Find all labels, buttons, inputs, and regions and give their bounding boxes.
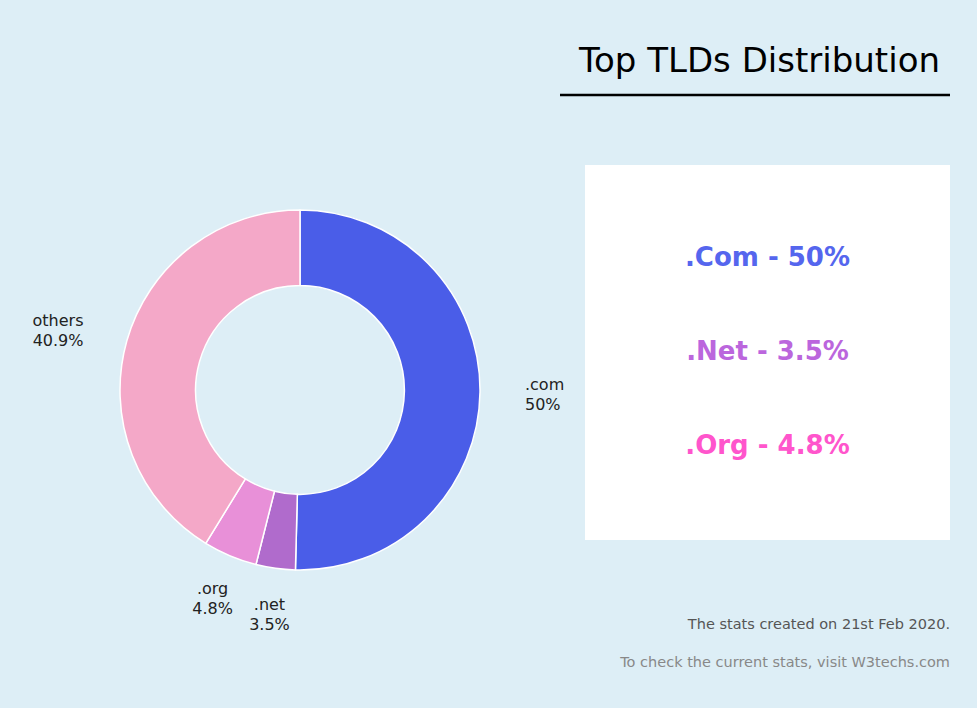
value-label: 50% — [525, 395, 561, 414]
legend-text: .Net - 3.5% — [686, 336, 849, 366]
donut — [120, 210, 480, 570]
title-underline — [560, 94, 950, 97]
title: Top TLDs Distribution — [578, 40, 940, 80]
value-label: 40.9% — [33, 331, 84, 350]
footer-text: To check the current stats, visit W3tech… — [619, 654, 950, 670]
legend-box: .Com - 50% .Net - 3.5% .Org - 4.8% — [585, 165, 950, 540]
value-label: 4.8% — [192, 599, 233, 618]
footer-text: The stats created on 21st Feb 2020. — [687, 616, 950, 632]
legend-background — [585, 165, 950, 540]
data-labels: .com50% .net3.5% .org4.8% others40.9% — [33, 311, 565, 634]
slice-label: .net — [254, 595, 285, 614]
value-label: 3.5% — [249, 615, 290, 634]
slice-label: others — [33, 311, 84, 330]
slice-label: .com — [525, 375, 564, 394]
chart: .com50% .net3.5% .org4.8% others40.9% Top TL… — [0, 0, 977, 708]
background — [0, 0, 977, 708]
slice-label: .org — [197, 579, 228, 598]
legend-text: .Com - 50% — [685, 242, 850, 272]
slice — [120, 210, 300, 543]
slice — [295, 210, 480, 570]
legend-text: .Org - 4.8% — [685, 430, 849, 460]
